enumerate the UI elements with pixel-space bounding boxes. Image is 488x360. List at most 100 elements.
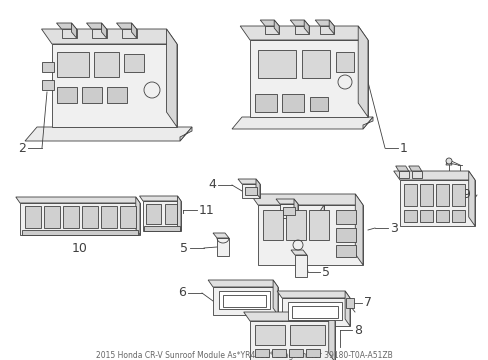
Bar	[244, 187, 257, 195]
Polygon shape	[121, 29, 136, 38]
Polygon shape	[393, 171, 474, 180]
Bar	[403, 184, 416, 206]
Bar	[42, 62, 54, 72]
Bar	[285, 210, 305, 240]
Text: 9: 9	[461, 188, 469, 201]
Polygon shape	[399, 180, 474, 226]
Polygon shape	[131, 23, 136, 38]
Text: 10: 10	[72, 242, 88, 255]
Polygon shape	[242, 184, 260, 198]
Text: 8: 8	[353, 324, 361, 337]
Bar	[94, 52, 119, 77]
Polygon shape	[304, 20, 308, 34]
Polygon shape	[240, 26, 367, 40]
Polygon shape	[355, 194, 362, 265]
Bar	[57, 52, 89, 77]
Polygon shape	[217, 238, 228, 256]
Text: 7: 7	[363, 297, 371, 310]
Polygon shape	[275, 199, 297, 204]
Bar	[335, 52, 353, 72]
Text: 5: 5	[180, 242, 187, 255]
Bar	[288, 349, 303, 357]
Bar	[283, 207, 294, 215]
Polygon shape	[264, 26, 279, 34]
Polygon shape	[445, 161, 451, 165]
Bar	[302, 50, 329, 78]
Polygon shape	[260, 20, 279, 26]
Polygon shape	[293, 199, 297, 218]
Polygon shape	[274, 20, 279, 34]
Bar	[289, 325, 325, 345]
Bar	[82, 87, 102, 103]
Text: 6: 6	[178, 287, 185, 300]
Bar	[63, 206, 79, 228]
Polygon shape	[395, 166, 408, 171]
Bar	[254, 325, 285, 345]
Polygon shape	[20, 203, 140, 235]
Text: 4: 4	[317, 203, 325, 216]
Polygon shape	[213, 287, 278, 315]
Polygon shape	[231, 117, 372, 129]
Polygon shape	[208, 280, 278, 287]
Bar	[82, 206, 98, 228]
Bar	[258, 50, 295, 78]
Polygon shape	[142, 201, 181, 231]
Polygon shape	[249, 40, 367, 117]
Polygon shape	[411, 171, 421, 178]
Polygon shape	[136, 197, 140, 235]
Bar	[22, 230, 138, 235]
Polygon shape	[328, 312, 334, 360]
Bar	[435, 210, 448, 222]
Text: 2: 2	[18, 141, 26, 154]
Polygon shape	[289, 20, 308, 26]
Text: 4: 4	[208, 179, 216, 192]
Polygon shape	[139, 196, 181, 201]
Bar	[42, 80, 54, 90]
Bar	[143, 226, 180, 231]
Bar	[305, 349, 319, 357]
Polygon shape	[295, 26, 308, 34]
Circle shape	[445, 158, 451, 164]
Bar	[282, 94, 304, 112]
Polygon shape	[116, 23, 136, 29]
Bar	[25, 206, 41, 228]
Polygon shape	[328, 20, 333, 34]
Polygon shape	[25, 127, 192, 141]
Polygon shape	[320, 26, 333, 34]
Bar	[403, 210, 416, 222]
Text: 2015 Honda CR-V Sunroof Module As*YR449L* Diagram for 39180-T0A-A51ZB: 2015 Honda CR-V Sunroof Module As*YR449L…	[96, 351, 392, 360]
Polygon shape	[315, 20, 333, 26]
Polygon shape	[358, 26, 367, 117]
Polygon shape	[238, 179, 260, 184]
Polygon shape	[57, 23, 76, 29]
Polygon shape	[258, 205, 362, 265]
Polygon shape	[294, 255, 306, 277]
Polygon shape	[86, 23, 106, 29]
Polygon shape	[91, 29, 106, 38]
Polygon shape	[362, 117, 372, 129]
Polygon shape	[166, 29, 177, 127]
Bar	[335, 228, 355, 242]
Bar	[44, 206, 60, 228]
Polygon shape	[102, 23, 106, 38]
Polygon shape	[408, 166, 421, 171]
Polygon shape	[282, 298, 349, 326]
Bar	[287, 302, 341, 320]
Polygon shape	[249, 321, 334, 360]
Polygon shape	[16, 197, 140, 203]
Bar	[223, 295, 265, 307]
Polygon shape	[250, 194, 362, 205]
Bar	[120, 206, 136, 228]
Text: 5: 5	[321, 266, 329, 279]
Polygon shape	[180, 127, 192, 141]
Bar	[101, 206, 117, 228]
Bar	[164, 204, 177, 224]
Bar	[254, 349, 268, 357]
Bar	[271, 349, 285, 357]
Bar	[335, 245, 355, 257]
Bar	[308, 210, 328, 240]
Polygon shape	[177, 196, 181, 231]
Bar	[254, 94, 276, 112]
Bar	[219, 291, 269, 309]
Bar	[124, 54, 143, 72]
